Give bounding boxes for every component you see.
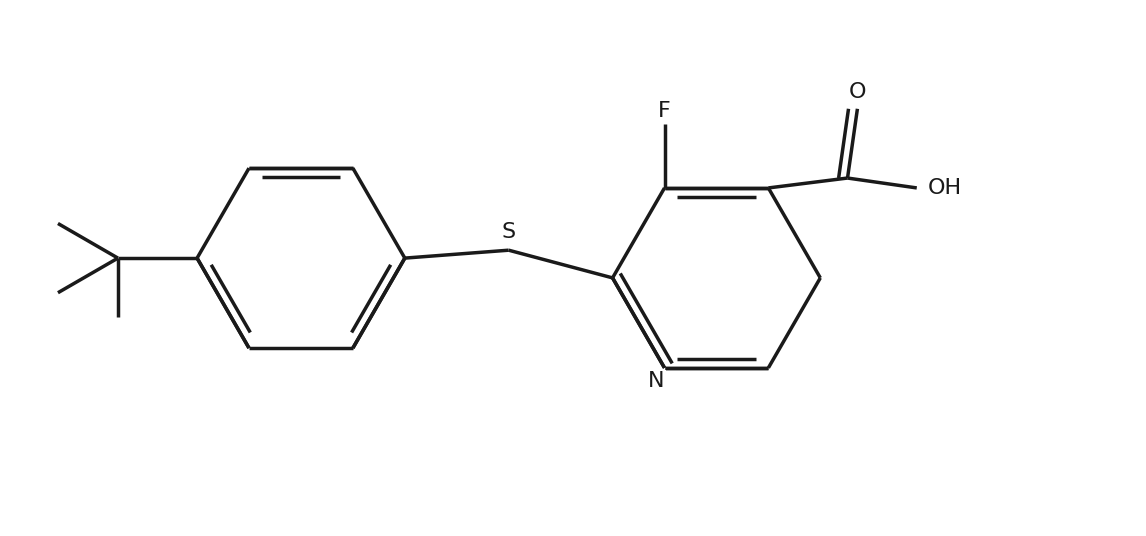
Text: N: N	[649, 371, 665, 391]
Text: O: O	[849, 82, 866, 102]
Text: OH: OH	[927, 178, 961, 198]
Text: F: F	[658, 101, 670, 121]
Text: S: S	[502, 222, 516, 242]
